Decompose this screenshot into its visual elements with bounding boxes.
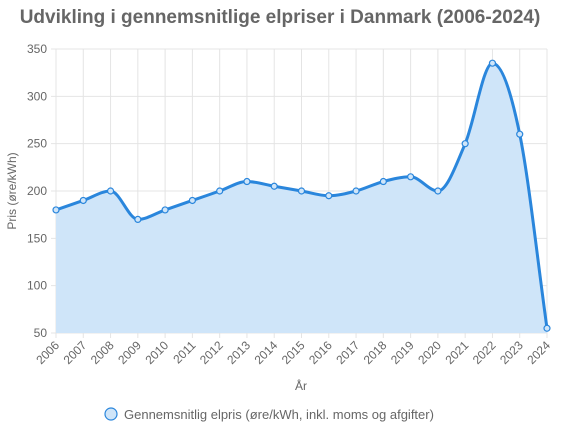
x-tick-label: 2022	[470, 338, 499, 367]
data-point	[297, 187, 306, 195]
data-point	[543, 324, 551, 332]
data-point	[379, 177, 387, 186]
y-tick-label: 300	[27, 89, 47, 103]
x-axis-label: År	[295, 378, 307, 393]
legend[interactable]: Gennemsnitlig elpris (øre/kWh, inkl. mom…	[104, 407, 434, 422]
data-point	[161, 206, 169, 214]
y-tick-label: 100	[27, 279, 47, 293]
data-point	[352, 187, 360, 195]
x-tick-label: 2008	[88, 338, 117, 367]
series-area-fill	[56, 63, 547, 333]
legend-marker	[104, 407, 118, 421]
data-point	[488, 59, 497, 67]
data-point	[461, 140, 469, 148]
y-axis-label: Pris (øre/kWh)	[5, 152, 19, 229]
x-tick-label: 2023	[497, 338, 526, 367]
data-point	[216, 187, 224, 195]
x-tick-label: 2007	[61, 338, 90, 367]
data-point	[188, 196, 196, 205]
x-tick-label: 2015	[279, 338, 308, 367]
y-tick-label: 350	[27, 42, 47, 56]
data-point	[243, 177, 251, 186]
y-tick-label: 150	[27, 231, 47, 245]
x-tick-label: 2021	[443, 338, 472, 367]
x-tick-label: 2020	[415, 338, 444, 367]
data-point	[79, 196, 87, 205]
x-tick-label: 2012	[197, 338, 226, 367]
data-point	[106, 187, 115, 195]
x-tick-label: 2010	[142, 338, 171, 367]
x-tick-label: 2017	[333, 338, 362, 367]
x-tick-label: 2018	[361, 338, 390, 367]
data-point	[516, 130, 524, 138]
y-tick-label: 200	[27, 184, 47, 198]
y-tick-label: 250	[27, 137, 47, 151]
x-tick-label: 2013	[224, 338, 253, 367]
y-tick-label: 50	[34, 326, 48, 340]
x-tick-label: 2019	[388, 338, 417, 367]
x-tick-label: 2016	[306, 338, 335, 367]
chart-title: Udvikling i gennemsnitlige elpriser i Da…	[20, 7, 541, 28]
data-point	[134, 215, 142, 223]
x-tick-label: 2009	[115, 338, 144, 367]
y-axis-ticks: 50 100 150 200 250 300 350	[27, 42, 47, 340]
x-tick-label: 2006	[33, 338, 62, 367]
x-tick-label: 2011	[170, 338, 198, 366]
data-point	[325, 192, 333, 200]
data-point	[52, 206, 60, 214]
legend-label: Gennemsnitlig elpris (øre/kWh, inkl. mom…	[124, 407, 434, 422]
data-point	[434, 187, 442, 195]
x-tick-label: 2024	[524, 338, 553, 367]
x-tick-label: 2014	[252, 338, 281, 367]
data-point	[270, 182, 278, 190]
data-point	[407, 173, 415, 181]
data-points	[52, 59, 551, 332]
